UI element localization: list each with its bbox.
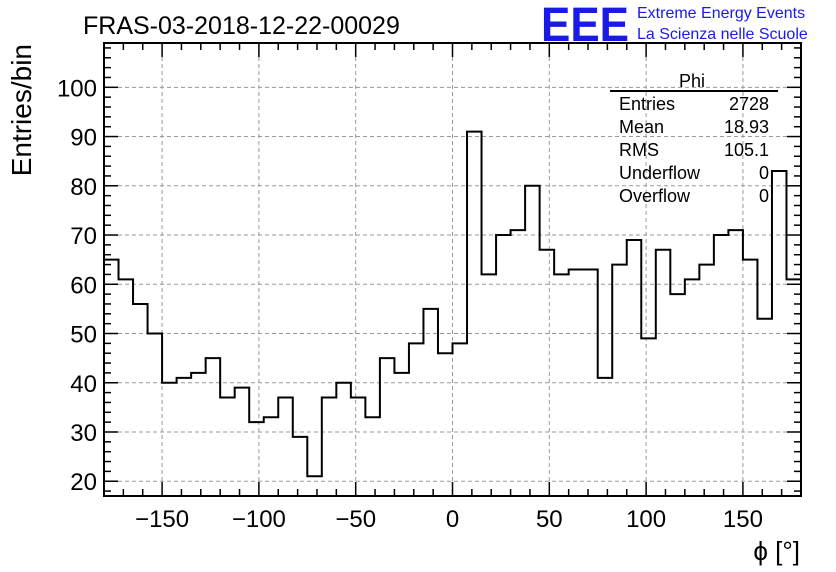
stats-name: Phi (679, 71, 705, 91)
y-tick-label: 50 (70, 322, 97, 349)
x-axis-label: ϕ [°] (753, 536, 800, 566)
y-tick-label: 90 (70, 125, 97, 152)
stats-box: Phi Entries 2728 Mean 18.93 RMS 105.1 Underflo… (610, 71, 778, 206)
y-tick-label: 100 (57, 75, 97, 102)
stats-label: Overflow (619, 186, 691, 206)
stats-label: Mean (619, 117, 664, 137)
x-tick-label: 0 (446, 506, 459, 533)
x-tick-label: 50 (536, 506, 563, 533)
x-tick-label: −100 (232, 506, 286, 533)
x-tick-label: 150 (723, 506, 763, 533)
y-tick-label: 80 (70, 174, 97, 201)
y-axis-label: Entries/bin (6, 44, 37, 176)
y-tick-label: 30 (70, 420, 97, 447)
y-tick-label: 20 (70, 469, 97, 496)
stats-label: Entries (619, 94, 675, 114)
stats-label: Underflow (619, 163, 701, 183)
eee-logo: EEE Extreme Energy Events La Scienza nel… (541, 0, 808, 52)
axis-ticks (104, 43, 801, 496)
chart-title: FRAS-03-2018-12-22-00029 (83, 12, 400, 40)
stats-label: RMS (619, 140, 659, 160)
x-tick-label: 100 (626, 506, 666, 533)
x-tick-label: −150 (135, 506, 189, 533)
logo-mark: EEE (541, 0, 629, 52)
x-tick-label: −50 (335, 506, 376, 533)
stats-value: 0 (759, 186, 769, 206)
stats-value: 2728 (729, 94, 769, 114)
y-tick-label: 40 (70, 371, 97, 398)
y-tick-label: 70 (70, 223, 97, 250)
y-tick-label: 60 (70, 272, 97, 299)
logo-line1: Extreme Energy Events (637, 5, 805, 22)
stats-value: 0 (759, 163, 769, 183)
histogram-line (104, 130, 802, 478)
logo-line2: La Scienza nelle Scuole (637, 26, 808, 43)
stats-value: 105.1 (724, 140, 769, 160)
x-tick-labels: −150 −100 −50 0 50 100 150 (135, 506, 763, 533)
y-tick-labels: 20 30 40 50 60 70 80 90 100 (57, 75, 97, 496)
grid-lines (104, 43, 801, 496)
stats-value: 18.93 (724, 117, 769, 137)
